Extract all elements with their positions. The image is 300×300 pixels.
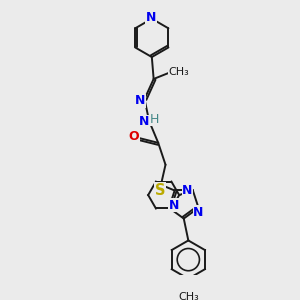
- Text: N: N: [139, 115, 150, 128]
- Text: CH₃: CH₃: [178, 292, 199, 300]
- Text: N: N: [146, 11, 156, 24]
- Text: H: H: [150, 112, 159, 126]
- Text: N: N: [168, 199, 179, 212]
- Text: N: N: [135, 94, 145, 107]
- Text: N: N: [182, 184, 193, 197]
- Text: N: N: [193, 206, 204, 219]
- Text: S: S: [155, 183, 165, 198]
- Text: CH₃: CH₃: [169, 67, 190, 76]
- Text: O: O: [128, 130, 139, 143]
